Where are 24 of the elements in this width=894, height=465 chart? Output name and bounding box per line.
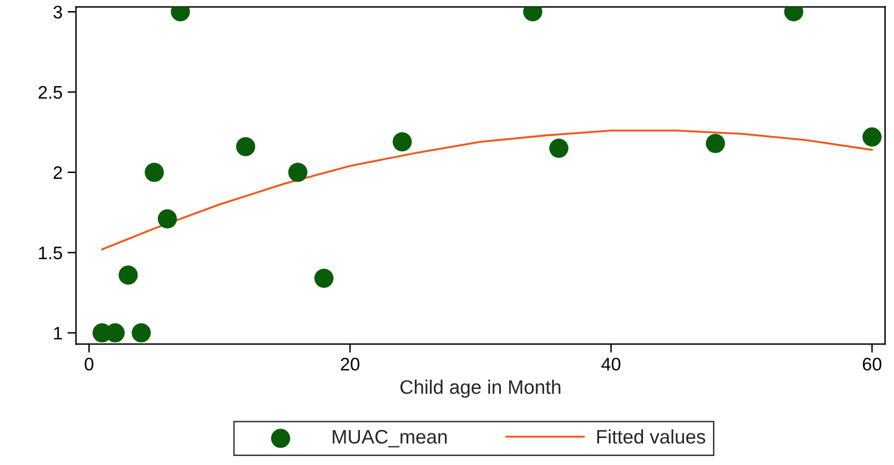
point <box>392 132 412 152</box>
y-tick-label: 2 <box>54 166 62 179</box>
point <box>706 134 725 154</box>
point <box>118 265 138 285</box>
point <box>236 137 256 156</box>
line-series <box>101 130 873 250</box>
x-tick-label: 20 <box>340 358 360 371</box>
legend-label: Fitted values <box>597 429 706 444</box>
point <box>132 323 151 342</box>
point <box>158 209 177 228</box>
legend-label: MUAC_mean <box>332 430 447 448</box>
point <box>549 138 568 158</box>
x-tick-label: 40 <box>601 358 620 371</box>
point <box>314 268 334 288</box>
y-tick-label: 1.5 <box>39 246 62 260</box>
y-tick-label: 1 <box>54 326 62 340</box>
x-axis-title: Child age in Month <box>400 380 560 398</box>
y-tick-label: 3 <box>53 6 62 19</box>
point <box>288 162 308 182</box>
x-tick-label: 0 <box>84 358 94 371</box>
x-tick-label: 60 <box>862 358 882 371</box>
point <box>144 162 164 182</box>
y-tick-label: 2.5 <box>38 86 62 99</box>
point <box>862 127 882 147</box>
